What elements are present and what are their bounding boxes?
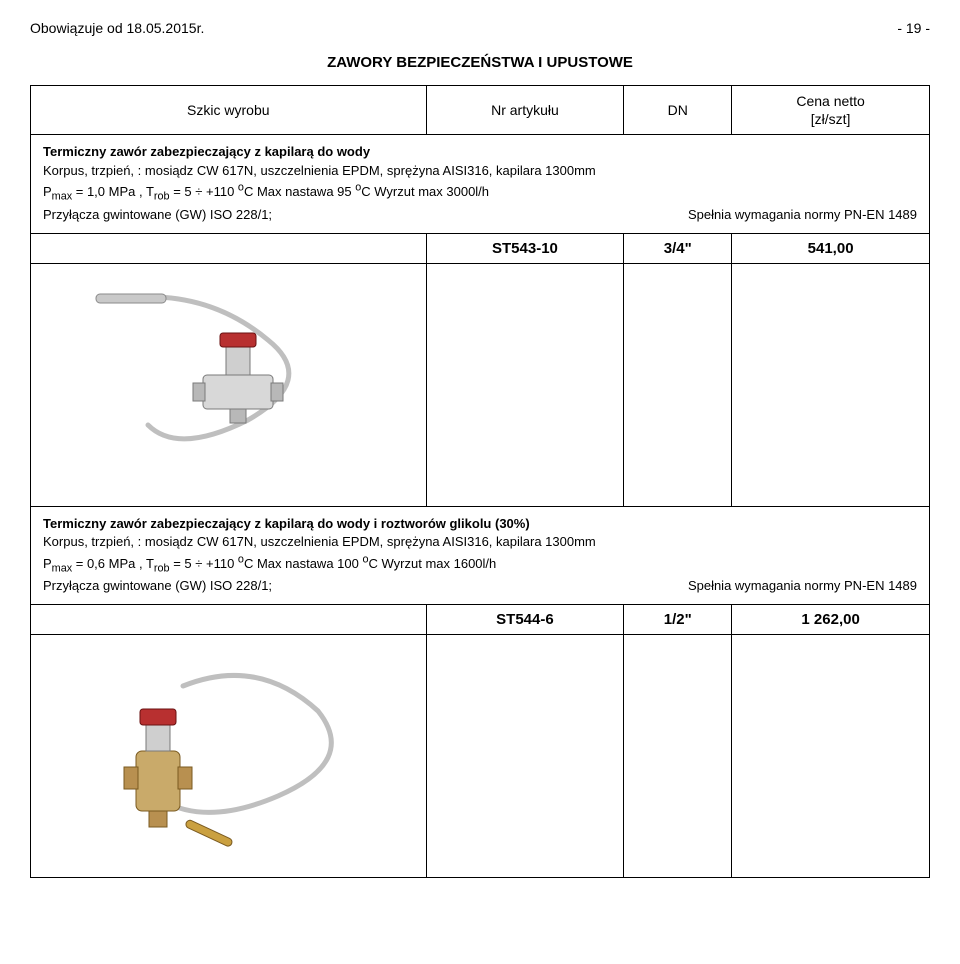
product2-norm: Spełnia wymagania normy PN-EN 1489 (688, 577, 917, 596)
col-header-article: Nr artykułu (426, 86, 624, 135)
product2-line3: Przyłącza gwintowane (GW) ISO 228/1; (43, 578, 272, 593)
blank-cell (624, 634, 732, 877)
price-header-line1: Cena netto (796, 93, 865, 109)
range-part: = 5 ÷ +110 (170, 184, 238, 199)
col-header-price: Cena netto [zł/szt] (732, 86, 930, 135)
flow-part: C Wyrzut max 3000l/h (361, 184, 489, 199)
product1-image-cell (31, 263, 427, 506)
product2-desc-row: Termiczny zawór zabezpieczający z kapila… (31, 506, 930, 604)
valve-with-capillary-icon (88, 280, 368, 490)
product2-title: Termiczny zawór zabezpieczający z kapila… (43, 516, 530, 531)
product2-spec-row: ST544-6 1/2" 1 262,00 (31, 604, 930, 634)
product1-description: Termiczny zawór zabezpieczający z kapila… (31, 135, 930, 233)
sub-rob: rob (154, 562, 170, 574)
product1-dn: 3/4" (624, 233, 732, 263)
col-header-dn: DN (624, 86, 732, 135)
product2-sketch-spec-cell (31, 604, 427, 634)
product2-line1: Korpus, trzpień, : mosiądz CW 617N, uszc… (43, 534, 596, 549)
product2-line2: Pmax = 0,6 MPa , Trob = 5 ÷ +110 oC Max … (43, 556, 496, 571)
product2-article: ST544-6 (426, 604, 624, 634)
product2-price: 1 262,00 (732, 604, 930, 634)
product1-title: Termiczny zawór zabezpieczający z kapila… (43, 144, 370, 159)
table-header-row: Szkic wyrobu Nr artykułu DN Cena netto [… (31, 86, 930, 135)
product1-line1: Korpus, trzpień, : mosiądz CW 617N, uszc… (43, 163, 596, 178)
p-symbol: P (43, 556, 52, 571)
t-part: = 0,6 MPa , T (72, 556, 154, 571)
product2-image-row (31, 634, 930, 877)
page-header: Obowiązuje od 18.05.2015r. - 19 - (30, 20, 930, 36)
col-header-sketch: Szkic wyrobu (31, 86, 427, 135)
product1-article: ST543-10 (426, 233, 624, 263)
sub-rob: rob (154, 191, 170, 203)
page-number: - 19 - (897, 20, 930, 36)
blank-cell (426, 634, 624, 877)
page-title: ZAWORY BEZPIECZEŃSTWA I UPUSTOWE (30, 54, 930, 71)
price-header-line2: [zł/szt] (811, 111, 851, 127)
product1-line3: Przyłącza gwintowane (GW) ISO 228/1; (43, 207, 272, 222)
max-set: C Max nastawa 100 (244, 556, 363, 571)
product1-spec-row: ST543-10 3/4" 541,00 (31, 233, 930, 263)
p-symbol: P (43, 184, 52, 199)
effective-date: Obowiązuje od 18.05.2015r. (30, 20, 204, 36)
products-table: Szkic wyrobu Nr artykułu DN Cena netto [… (30, 85, 930, 878)
product2-description: Termiczny zawór zabezpieczający z kapila… (31, 506, 930, 604)
blank-cell (624, 263, 732, 506)
sub-max: max (52, 562, 72, 574)
sub-max: max (52, 191, 72, 203)
product1-norm: Spełnia wymagania normy PN-EN 1489 (688, 206, 917, 225)
product2-dn: 1/2" (624, 604, 732, 634)
product1-image-row (31, 263, 930, 506)
product1-line2: Pmax = 1,0 MPa , Trob = 5 ÷ +110 oC Max … (43, 184, 489, 199)
blank-cell (732, 634, 930, 877)
range-part: = 5 ÷ +110 (170, 556, 238, 571)
t-part: = 1,0 MPa , T (72, 184, 154, 199)
product1-sketch-spec-cell (31, 233, 427, 263)
flow-part: C Wyrzut max 1600l/h (369, 556, 497, 571)
blank-cell (732, 263, 930, 506)
valve-glycol-icon (88, 651, 368, 861)
product2-image-cell (31, 634, 427, 877)
max-set: C Max nastawa 95 (244, 184, 355, 199)
product1-price: 541,00 (732, 233, 930, 263)
blank-cell (426, 263, 624, 506)
product1-desc-row: Termiczny zawór zabezpieczający z kapila… (31, 135, 930, 233)
